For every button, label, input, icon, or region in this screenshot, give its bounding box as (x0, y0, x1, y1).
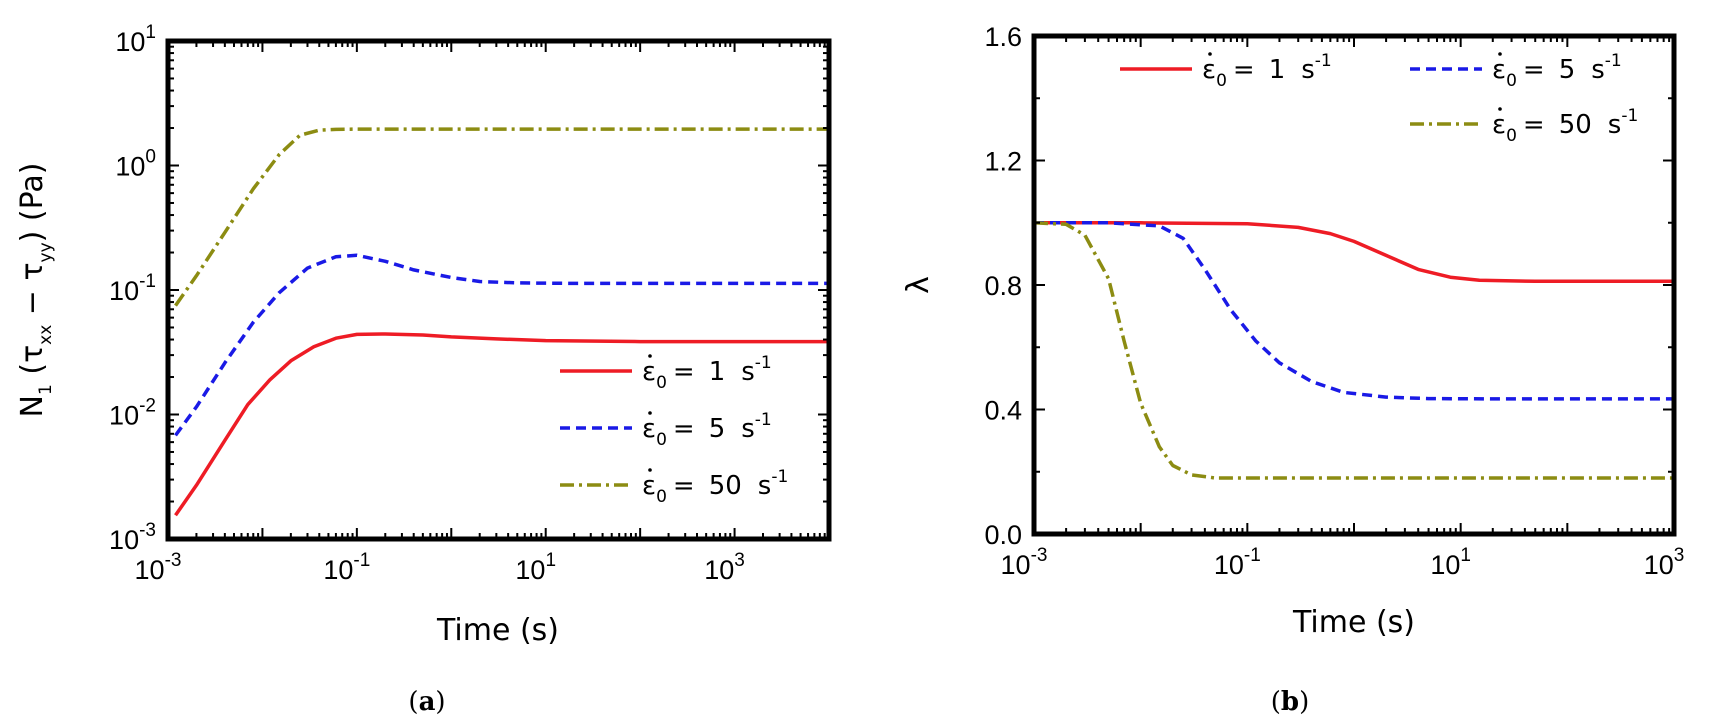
panel-a-ticks: 10-3 10-1 101 103 10-3 10-2 10-1 100 101 (109, 22, 830, 585)
panel-a-x-tick-label: 101 (515, 550, 556, 585)
panel-b-legend-label: ε0 = 5 s-1 (1492, 51, 1622, 91)
svg-text:N1 (τxx − τyy) (Pa): N1 (τxx − τyy) (Pa) (15, 163, 56, 418)
panel-a-frame (165, 38, 832, 542)
panel-b-series-line (1034, 221, 1674, 284)
panel-b-x-tick-label: 10-1 (1214, 545, 1261, 580)
panel-b-legend: ε0 = 1 s-1 ε0 = 5 s-1 ε0 = 50 s-1 (1120, 51, 1638, 146)
panel-a-legend-entry: ε0 = 5 s-1 (560, 410, 772, 450)
panel-a-series-line (174, 253, 829, 437)
panel-b-legend-entry: ε0 = 1 s-1 (1120, 51, 1332, 91)
panel-a-y-tick-label: 101 (115, 22, 156, 57)
panel-b-xlabel: Time (s) (1292, 605, 1415, 640)
panel-b-y-tick-label: 0.0 (984, 520, 1022, 550)
panel-b: 10-3 10-1 101 103 0.0 0.4 0.8 1.2 1.6 λ Time (s)… (901, 22, 1684, 640)
panel-a-legend-entry: ε0 = 50 s-1 (560, 467, 788, 507)
panel-b-series-line (1034, 221, 1674, 401)
panel-b-legend-dot (1208, 52, 1212, 56)
panel-b-legend-entry: ε0 = 50 s-1 (1410, 106, 1638, 146)
panel-a-legend-label: ε0 = 1 s-1 (642, 353, 772, 393)
panel-b-y-tick-label: 0.8 (984, 271, 1022, 301)
panel-a-y-tick-label: 100 (115, 147, 156, 182)
panel-a-x-tick-label: 10-3 (135, 550, 182, 585)
panel-b-ylabel: λ (901, 276, 936, 294)
panel-b-legend-dot (1498, 52, 1502, 56)
panel-b-ticks: 10-3 10-1 101 103 0.0 0.4 0.8 1.2 1.6 (984, 22, 1684, 580)
panel-a-legend-dot (648, 354, 652, 358)
panel-b-y-tick-label: 0.4 (984, 396, 1022, 426)
panel-b-series-line (1034, 221, 1674, 480)
panel-a-series (174, 127, 829, 517)
panel-a-series-line (174, 332, 829, 517)
panel-a-ylabel: N1 (τxx − τyy) (Pa) (15, 163, 56, 418)
panel-b-y-tick-label: 1.6 (984, 22, 1022, 52)
panel-a-y-tick-label: 10-2 (109, 396, 156, 431)
panel-b-y-tick-label: 1.2 (984, 147, 1022, 177)
panel-a: 10-3 10-1 101 103 10-3 10-2 10-1 100 101 N1 (τxx… (15, 22, 832, 648)
panel-a-series-line (174, 127, 829, 307)
panel-b-legend-entry: ε0 = 5 s-1 (1410, 51, 1622, 91)
panel-a-x-tick-label: 103 (704, 550, 745, 585)
panel-b-legend-dot (1498, 107, 1502, 111)
caption-a: (a) (408, 687, 445, 717)
panel-b-x-tick-label: 101 (1430, 545, 1471, 580)
panel-b-series (1034, 221, 1674, 480)
panel-a-legend-dot (648, 468, 652, 472)
panel-a-legend-label: ε0 = 50 s-1 (642, 467, 788, 507)
panel-a-y-tick-label: 10-3 (109, 520, 156, 555)
panel-a-legend-entry: ε0 = 1 s-1 (560, 353, 772, 393)
panel-b-legend-label: ε0 = 50 s-1 (1492, 106, 1638, 146)
panel-a-xlabel: Time (s) (436, 613, 559, 648)
panel-a-legend-dot (648, 411, 652, 415)
panel-a-y-tick-label: 10-1 (109, 271, 156, 306)
panel-b-legend-label: ε0 = 1 s-1 (1202, 51, 1332, 91)
panel-a-legend-label: ε0 = 5 s-1 (642, 410, 772, 450)
caption-b: (b) (1271, 687, 1310, 717)
panel-a-x-tick-label: 10-1 (323, 550, 370, 585)
panel-b-x-tick-label: 10-3 (1001, 545, 1048, 580)
panel-a-legend: ε0 = 1 s-1 ε0 = 5 s-1 ε0 = 50 s-1 (560, 353, 788, 507)
panel-b-x-tick-label: 103 (1644, 545, 1685, 580)
